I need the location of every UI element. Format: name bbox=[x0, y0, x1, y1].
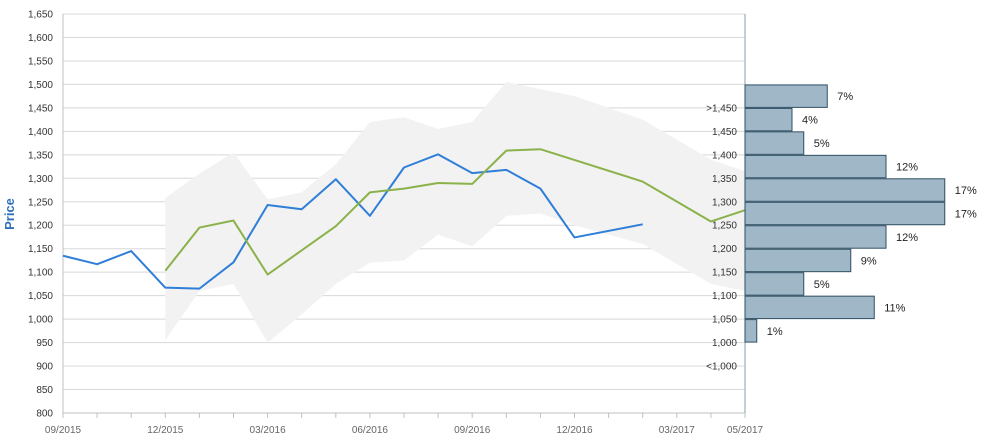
x-tick-label: 05/2017 bbox=[727, 425, 764, 436]
y-tick-label: 1,350 bbox=[28, 150, 53, 161]
histogram-bucket-label: 1,050 bbox=[712, 315, 737, 326]
histogram-bucket-label: 1,300 bbox=[712, 197, 737, 208]
histogram-bar-value: 12% bbox=[896, 162, 918, 174]
histogram-bar bbox=[744, 295, 875, 320]
y-tick-label: 900 bbox=[36, 362, 53, 373]
histogram-bucket-label: 1,450 bbox=[712, 127, 737, 138]
price-series-lines bbox=[62, 148, 746, 290]
y-axis-label: Price bbox=[2, 198, 17, 230]
x-tick-label: 12/2015 bbox=[147, 425, 184, 436]
histogram-bar bbox=[744, 107, 793, 132]
y-tick-label: 1,100 bbox=[28, 268, 53, 279]
histogram-bucket-label: 1,150 bbox=[712, 268, 737, 279]
histogram-bar-value: 17% bbox=[955, 209, 977, 221]
histogram-bucket-label: 1,200 bbox=[712, 244, 737, 255]
x-axis-tick-labels: 09/2015 12/2015 03/2016 06/2016 09/2016 12/20… bbox=[45, 413, 764, 436]
series-line-1 bbox=[62, 153, 643, 290]
histogram-bar-value: 11% bbox=[884, 302, 905, 314]
y-tick-label: 1,400 bbox=[28, 127, 53, 138]
forecast-band-area bbox=[165, 82, 746, 343]
histogram-bar bbox=[744, 131, 805, 155]
histogram-bar bbox=[744, 272, 805, 296]
x-tick-label: 09/2016 bbox=[454, 425, 491, 436]
y-tick-label: 1,200 bbox=[28, 221, 53, 232]
histogram-bar bbox=[744, 225, 887, 249]
y-tick-label: 1,650 bbox=[28, 10, 53, 21]
histogram-bucket-label: 1,350 bbox=[712, 174, 737, 185]
histogram-bucket-label: 1,000 bbox=[712, 338, 737, 349]
y-tick-label: 1,000 bbox=[28, 315, 53, 326]
y-tick-label: 1,450 bbox=[28, 103, 53, 114]
y-tick-label: 1,300 bbox=[28, 174, 53, 185]
histogram-bar-value: 5% bbox=[814, 279, 830, 291]
histogram-bar-value: 5% bbox=[814, 138, 830, 150]
series-line-2 bbox=[164, 148, 746, 276]
histogram-bar-value: 7% bbox=[837, 91, 853, 103]
histogram-bar-value: 1% bbox=[767, 326, 783, 338]
histogram-bar bbox=[744, 248, 852, 273]
x-tick-label: 09/2015 bbox=[45, 425, 82, 436]
y-tick-label: 1,050 bbox=[28, 291, 53, 302]
histogram-bucket-label: >1,450 bbox=[706, 103, 737, 114]
histogram-bucket-label: 1,400 bbox=[712, 150, 737, 161]
histogram-bucket-label: 1,100 bbox=[712, 291, 737, 302]
y-tick-label: 800 bbox=[36, 409, 53, 420]
y-tick-label: 1,250 bbox=[28, 197, 53, 208]
y-tick-label: 850 bbox=[36, 385, 53, 396]
distribution-histogram: 7% >1,450 4% 1,450 5% 1,400 12% 1,350 17% 1,300 17… bbox=[706, 84, 977, 373]
histogram-bar bbox=[744, 84, 828, 108]
x-tick-label: 03/2016 bbox=[250, 425, 287, 436]
histogram-bar bbox=[744, 201, 946, 226]
x-tick-label: 12/2016 bbox=[556, 425, 593, 436]
x-tick-label: 06/2016 bbox=[352, 425, 389, 436]
histogram-bar-value: 12% bbox=[896, 232, 918, 244]
y-tick-label: 1,500 bbox=[28, 80, 53, 91]
histogram-bar bbox=[744, 319, 758, 343]
histogram-bar-value: 17% bbox=[955, 185, 977, 197]
histogram-bucket-label: <1,000 bbox=[706, 362, 737, 373]
histogram-bar bbox=[744, 154, 887, 179]
y-tick-label: 1,550 bbox=[28, 56, 53, 67]
y-axis-tick-labels: 800 850 900 950 1,000 1,050 1,100 1,150 1,200 1,2… bbox=[28, 10, 53, 420]
histogram-bar-value: 4% bbox=[802, 115, 818, 127]
y-tick-label: 1,600 bbox=[28, 33, 53, 44]
y-tick-label: 1,150 bbox=[28, 244, 53, 255]
histogram-bar bbox=[744, 178, 946, 202]
histogram-bucket-label: 1,250 bbox=[712, 221, 737, 232]
forecast-range-band bbox=[165, 82, 746, 343]
histogram-bar-value: 9% bbox=[861, 255, 877, 267]
x-tick-label: 03/2017 bbox=[659, 425, 696, 436]
y-tick-label: 950 bbox=[36, 338, 53, 349]
